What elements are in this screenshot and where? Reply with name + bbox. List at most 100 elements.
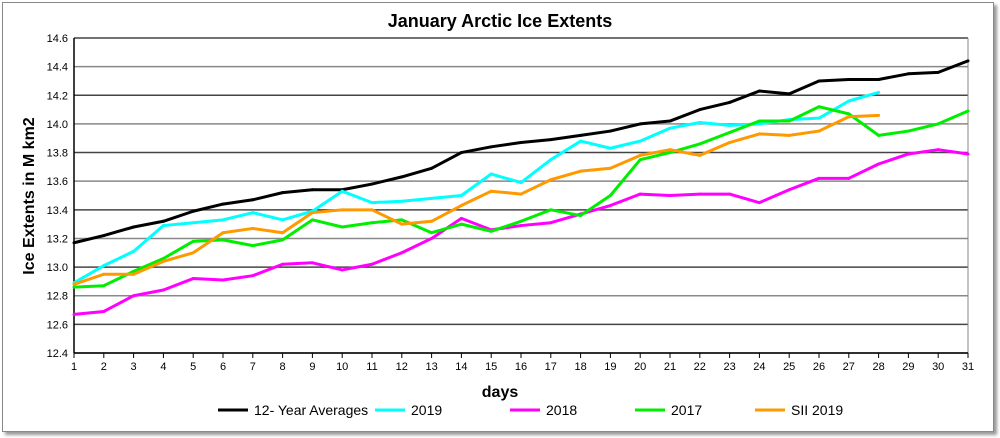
data-point	[400, 175, 404, 179]
data-point	[638, 158, 642, 162]
y-tick-label: 14.0	[47, 119, 68, 131]
data-point	[966, 109, 970, 113]
data-point	[757, 122, 761, 126]
x-tick-label: 25	[783, 361, 795, 373]
x-tick-label: 14	[455, 361, 467, 373]
data-point	[877, 133, 881, 137]
data-point	[787, 119, 791, 123]
data-point	[221, 218, 225, 222]
data-point	[251, 226, 255, 230]
data-point	[370, 262, 374, 266]
legend-label: SII 2019	[791, 402, 843, 418]
data-point	[668, 151, 672, 155]
data-point	[966, 59, 970, 63]
series-line-2019	[73, 90, 880, 285]
data-point	[400, 218, 404, 222]
data-point	[817, 129, 821, 133]
data-point	[698, 120, 702, 124]
x-tick-label: 4	[160, 361, 166, 373]
data-point	[459, 216, 463, 220]
data-point	[877, 113, 881, 117]
data-point	[728, 141, 732, 145]
data-point	[906, 129, 910, 133]
data-point	[847, 78, 851, 82]
data-point	[340, 189, 344, 193]
data-point	[72, 282, 76, 286]
data-point	[906, 72, 910, 76]
data-point	[847, 112, 851, 116]
y-tick-label: 14.6	[47, 33, 68, 45]
data-point	[668, 194, 672, 197]
data-point	[221, 202, 225, 206]
data-point	[281, 191, 285, 195]
data-point	[847, 115, 851, 119]
y-tick-label: 13.6	[47, 176, 68, 188]
x-tick-label: 3	[131, 361, 137, 373]
data-point	[549, 178, 553, 182]
data-point	[817, 79, 821, 83]
x-tick-label: 24	[753, 361, 765, 373]
data-point	[489, 189, 493, 193]
data-point	[430, 166, 434, 170]
x-tick-label: 23	[723, 361, 735, 373]
x-tick-label: 26	[813, 361, 825, 373]
data-point	[877, 90, 881, 94]
data-point	[132, 225, 136, 229]
data-point	[102, 234, 106, 238]
data-point	[370, 201, 374, 205]
data-point	[608, 166, 612, 170]
data-point	[251, 274, 255, 278]
data-point	[787, 133, 791, 137]
x-tick-label: 8	[280, 361, 286, 373]
data-point	[132, 294, 136, 298]
data-point	[668, 126, 672, 130]
chart-frame	[2, 2, 994, 432]
data-point	[728, 192, 732, 196]
x-tick-label: 9	[309, 361, 315, 373]
data-point	[519, 141, 523, 145]
x-tick-label: 5	[190, 361, 196, 373]
y-tick-label: 13.4	[47, 205, 68, 217]
x-tick-label: 20	[634, 361, 646, 373]
data-point	[728, 100, 732, 104]
data-point	[549, 208, 553, 212]
data-point	[638, 153, 642, 157]
data-point	[281, 238, 285, 242]
data-point	[579, 169, 583, 173]
x-tick-label: 7	[250, 361, 256, 373]
data-point	[132, 272, 136, 276]
data-point	[132, 269, 136, 273]
data-point	[757, 89, 761, 93]
y-tick-label: 14.4	[47, 62, 68, 74]
data-point	[310, 188, 314, 192]
y-axis-label: Ice Extents in M km2	[21, 117, 38, 274]
x-axis-label: days	[482, 384, 519, 401]
data-point	[608, 204, 612, 208]
data-point	[579, 139, 583, 143]
data-point	[340, 225, 344, 229]
x-tick-label: 18	[574, 361, 586, 373]
data-point	[72, 312, 76, 316]
chart-title: January Arctic Ice Extents	[388, 11, 612, 31]
data-point	[459, 204, 463, 208]
data-point	[251, 211, 255, 215]
legend-label: 2017	[671, 402, 702, 418]
x-tick-label: 6	[220, 361, 226, 373]
x-tick-label: 22	[694, 361, 706, 373]
data-point	[102, 309, 106, 313]
data-point	[877, 78, 881, 82]
data-point	[638, 192, 642, 196]
data-point	[459, 222, 463, 226]
data-point	[102, 284, 106, 288]
y-tick-label: 12.4	[47, 348, 68, 360]
data-point	[489, 145, 493, 149]
legend-label: 2019	[411, 402, 442, 418]
data-point	[72, 285, 76, 289]
data-point	[310, 218, 314, 222]
data-point	[191, 277, 195, 281]
data-point	[608, 194, 612, 197]
data-point	[877, 162, 881, 166]
data-point	[519, 224, 523, 228]
data-point	[191, 221, 195, 225]
